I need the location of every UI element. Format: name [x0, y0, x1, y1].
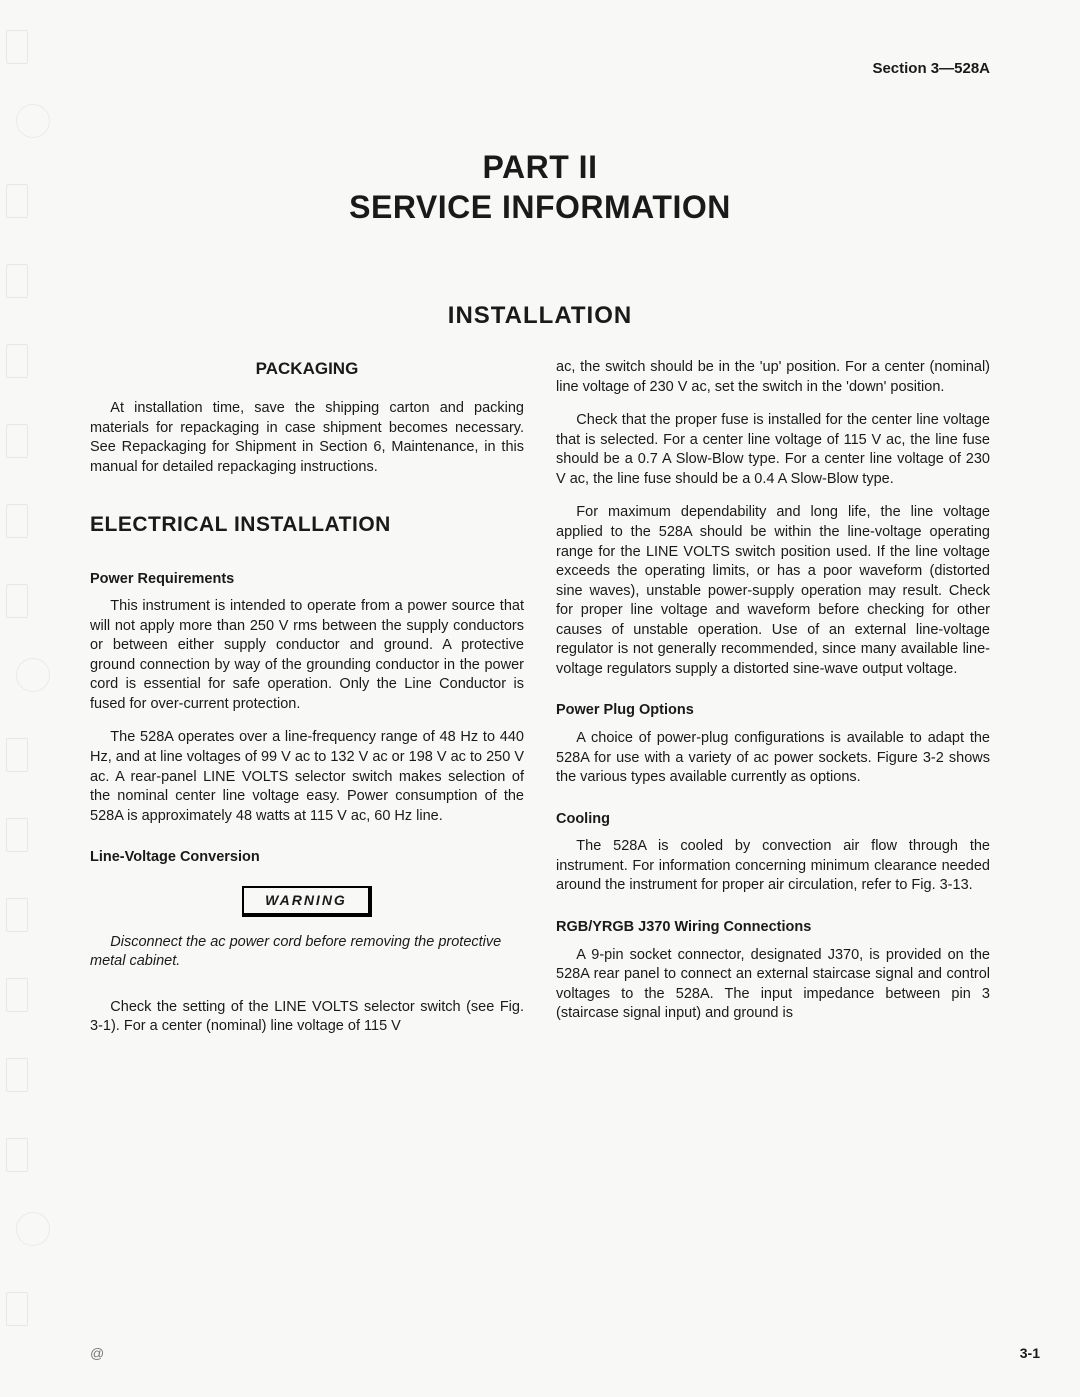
part-title: PART II SERVICE INFORMATION: [90, 147, 990, 227]
cooling-para: The 528A is cooled by convection air flo…: [556, 837, 990, 896]
binding-marks: [6, 30, 46, 1367]
page: Section 3—528A PART II SERVICE INFORMATI…: [90, 0, 1030, 1397]
power-req-para1: This instrument is intended to operate f…: [90, 597, 524, 714]
section-header: Section 3—528A: [90, 60, 990, 77]
rgb-para: A 9-pin socket connector, designated J37…: [556, 946, 990, 1024]
warning-label: WARNING: [242, 886, 372, 917]
power-plug-heading: Power Plug Options: [556, 701, 990, 721]
col2-continuation: ac, the switch should be in the 'up' pos…: [556, 358, 990, 397]
fuse-para: Check that the proper fuse is installed …: [556, 411, 990, 489]
part-line1: PART II: [483, 149, 598, 185]
footer-at: @: [90, 1345, 104, 1361]
rgb-heading: RGB/YRGB J370 Wiring Connections: [556, 918, 990, 938]
cooling-heading: Cooling: [556, 810, 990, 830]
line-voltage-heading: Line-Voltage Conversion: [90, 848, 524, 868]
two-column-body: PACKAGING At installation time, save the…: [90, 358, 990, 1044]
packaging-heading: PACKAGING: [90, 358, 524, 381]
page-number: 3-1: [1020, 1345, 1040, 1361]
warning-block: WARNING Disconnect the ac power cord bef…: [90, 886, 524, 972]
electrical-heading: ELECTRICAL INSTALLATION: [90, 511, 524, 539]
dependability-para: For maximum dependability and long life,…: [556, 503, 990, 679]
power-plug-para: A choice of power-plug configurations is…: [556, 729, 990, 788]
page-footer: @ 3-1: [90, 1345, 1040, 1361]
part-line2: SERVICE INFORMATION: [349, 189, 731, 225]
packaging-para: At installation time, save the shipping …: [90, 399, 524, 477]
line-volt-check-para: Check the setting of the LINE VOLTS sele…: [90, 998, 524, 1037]
power-req-heading: Power Requirements: [90, 570, 524, 590]
power-req-para2: The 528A operates over a line-frequency …: [90, 728, 524, 826]
installation-heading: INSTALLATION: [90, 302, 990, 330]
warning-text: Disconnect the ac power cord before remo…: [90, 933, 524, 972]
